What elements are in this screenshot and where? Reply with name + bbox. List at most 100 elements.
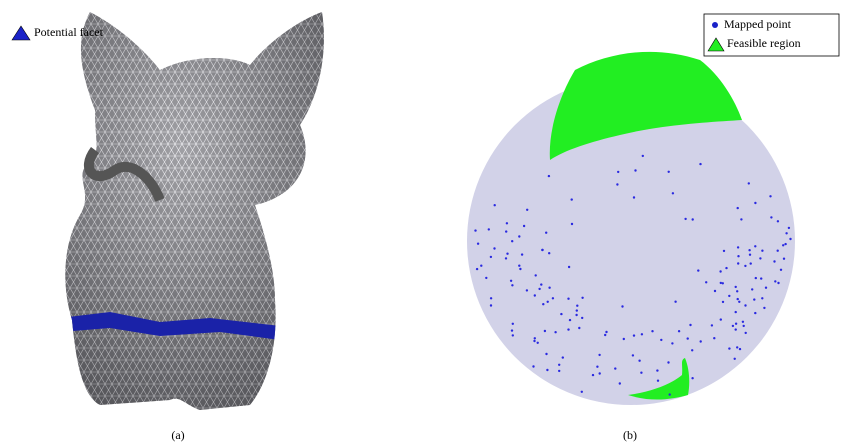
mapped-point bbox=[745, 332, 747, 334]
mapped-point bbox=[604, 334, 606, 336]
mapped-point bbox=[506, 222, 508, 224]
mapped-point bbox=[490, 297, 492, 299]
mapped-point bbox=[571, 223, 573, 225]
mapped-point bbox=[783, 258, 785, 260]
mapped-point bbox=[493, 247, 495, 249]
mapped-point bbox=[785, 232, 787, 234]
mapped-point bbox=[656, 369, 658, 371]
mapped-point bbox=[554, 331, 556, 333]
legend-label: Potential facet bbox=[34, 25, 104, 39]
mapped-point bbox=[523, 225, 525, 227]
mapped-point bbox=[754, 245, 756, 247]
mapped-point bbox=[765, 287, 767, 289]
mapped-point bbox=[732, 325, 734, 327]
mapped-point bbox=[474, 229, 476, 231]
mapped-point bbox=[737, 207, 739, 209]
mapped-point bbox=[755, 277, 757, 279]
mapped-point bbox=[519, 268, 521, 270]
mapped-point bbox=[633, 196, 635, 198]
mapped-point bbox=[723, 250, 725, 252]
mapped-point bbox=[633, 334, 635, 336]
mapped-point bbox=[505, 230, 507, 232]
mapped-point bbox=[657, 380, 659, 382]
mapped-point bbox=[737, 298, 739, 300]
mapped-point bbox=[568, 266, 570, 268]
mapped-point bbox=[770, 216, 772, 218]
mapped-point bbox=[511, 329, 513, 331]
mapped-point bbox=[619, 382, 621, 384]
mapped-point bbox=[735, 328, 737, 330]
mapped-point bbox=[480, 265, 482, 267]
mapped-point bbox=[490, 256, 492, 258]
mapped-point bbox=[511, 284, 513, 286]
mapped-point bbox=[714, 290, 716, 292]
mapped-point bbox=[537, 342, 539, 344]
mapped-point bbox=[476, 268, 478, 270]
mapped-point bbox=[789, 238, 791, 240]
mapped-point bbox=[734, 358, 736, 360]
mapped-point bbox=[521, 253, 523, 255]
mapped-point bbox=[748, 249, 750, 251]
mapped-point bbox=[534, 294, 536, 296]
mapped-point bbox=[744, 265, 746, 267]
mapped-point bbox=[558, 370, 560, 372]
mapped-point bbox=[552, 297, 554, 299]
mapped-point bbox=[699, 163, 701, 165]
mapped-point bbox=[738, 301, 740, 303]
mapped-point bbox=[541, 249, 543, 251]
mapped-point bbox=[697, 269, 699, 271]
mapped-point bbox=[576, 305, 578, 307]
mapped-point bbox=[545, 353, 547, 355]
mapped-point bbox=[640, 372, 642, 374]
mapped-point bbox=[761, 250, 763, 252]
mapped-point bbox=[494, 204, 496, 206]
mapped-point bbox=[535, 274, 537, 276]
mapped-point bbox=[642, 155, 644, 157]
mapped-point bbox=[547, 301, 549, 303]
mapped-point bbox=[720, 318, 722, 320]
mapped-point bbox=[488, 228, 490, 230]
mapped-point bbox=[621, 305, 623, 307]
mapped-point bbox=[526, 209, 528, 211]
mapped-point bbox=[722, 301, 724, 303]
mapped-point bbox=[617, 171, 619, 173]
mapped-point bbox=[784, 243, 786, 245]
mapped-point bbox=[641, 333, 643, 335]
caption: (b) bbox=[623, 428, 637, 442]
sphere bbox=[467, 52, 795, 405]
mapped-point bbox=[578, 327, 580, 329]
mapped-point bbox=[544, 330, 546, 332]
mapped-point bbox=[506, 253, 508, 255]
mapped-point bbox=[725, 267, 727, 269]
mapped-point bbox=[518, 235, 520, 237]
mapped-point bbox=[722, 282, 724, 284]
legend-label: Feasible region bbox=[727, 36, 801, 50]
mapped-point bbox=[769, 195, 771, 197]
mapped-point bbox=[705, 281, 707, 283]
mapped-point bbox=[763, 307, 765, 309]
mapped-point bbox=[548, 252, 550, 254]
mapped-point bbox=[667, 361, 669, 363]
mapped-point bbox=[510, 280, 512, 282]
mapped-point bbox=[678, 330, 680, 332]
mapped-point bbox=[740, 218, 742, 220]
mapped-point bbox=[548, 287, 550, 289]
mapped-point bbox=[713, 337, 715, 339]
mapped-point bbox=[691, 349, 693, 351]
mapped-point bbox=[634, 169, 636, 171]
mapped-point bbox=[719, 270, 721, 272]
mapped-point bbox=[596, 366, 598, 368]
mapped-point bbox=[777, 220, 779, 222]
mapped-point bbox=[749, 254, 751, 256]
figure: Potential facet (a) Mapped point Feasibl… bbox=[0, 0, 841, 447]
mapped-point bbox=[532, 365, 534, 367]
mapped-point bbox=[780, 269, 782, 271]
mapped-point bbox=[512, 334, 514, 336]
mapped-point bbox=[672, 192, 674, 194]
mapped-point bbox=[711, 324, 713, 326]
mapped-point bbox=[751, 288, 753, 290]
mapped-point bbox=[671, 342, 673, 344]
mapped-point bbox=[598, 354, 600, 356]
mapped-point bbox=[777, 282, 779, 284]
mapped-point bbox=[534, 337, 536, 339]
